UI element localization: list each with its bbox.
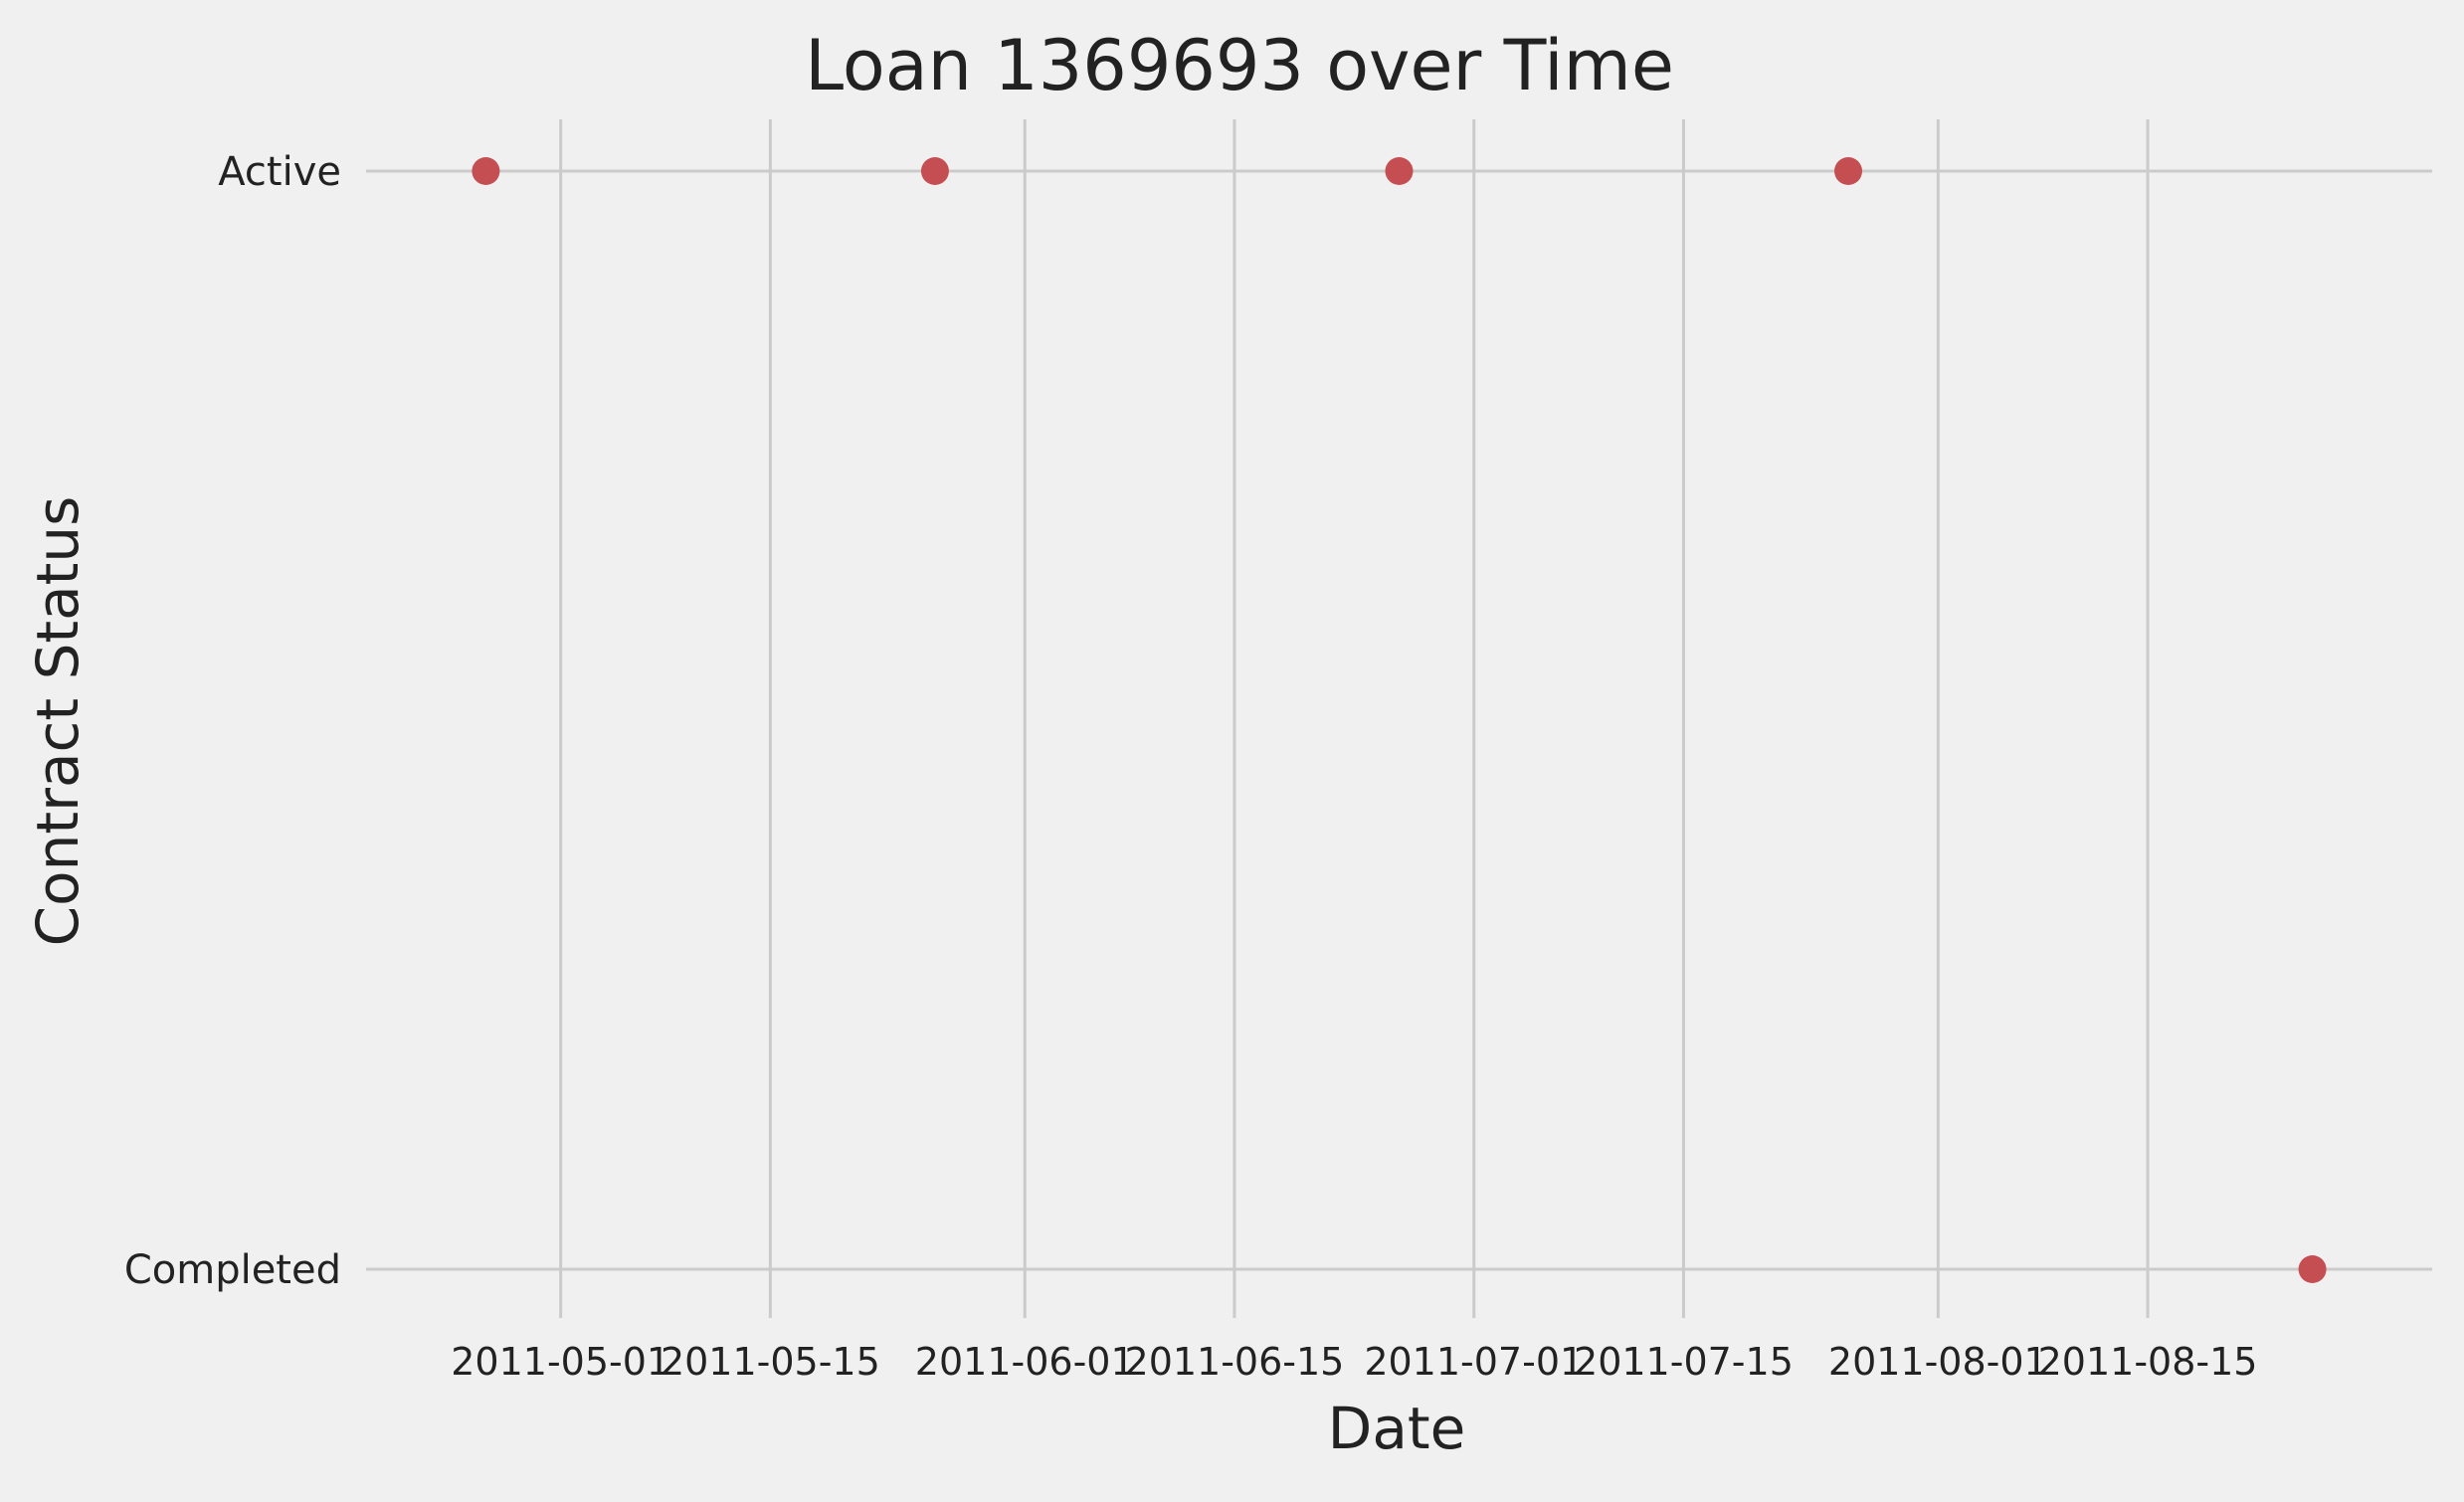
x-tick-label: 2011-05-15 (661, 1340, 880, 1384)
y-axis-label: Contract Status (24, 496, 92, 947)
x-tick-label: 2011-06-01 (915, 1340, 1135, 1384)
data-point (2298, 1255, 2327, 1283)
data-point (1834, 157, 1863, 185)
x-tick-label: 2011-06-15 (1125, 1340, 1345, 1384)
x-tick-label: 2011-07-01 (1364, 1340, 1584, 1384)
chart-title: Loan 1369693 over Time (805, 25, 1674, 106)
x-tick-label: 2011-05-01 (451, 1340, 670, 1384)
y-tick-label: Completed (124, 1247, 341, 1293)
x-tick-label: 2011-08-15 (2038, 1340, 2258, 1384)
data-point (920, 157, 949, 185)
x-axis-label: Date (1328, 1395, 1466, 1462)
x-tick-label: 2011-08-01 (1828, 1340, 2048, 1384)
data-points (472, 157, 2327, 1283)
y-tick-label: Active (218, 149, 341, 195)
x-tick-label: 2011-07-15 (1574, 1340, 1794, 1384)
grid (366, 119, 2432, 1318)
data-point (472, 157, 500, 185)
data-point (1385, 157, 1414, 185)
y-tick-labels: Completed Active (124, 149, 341, 1293)
